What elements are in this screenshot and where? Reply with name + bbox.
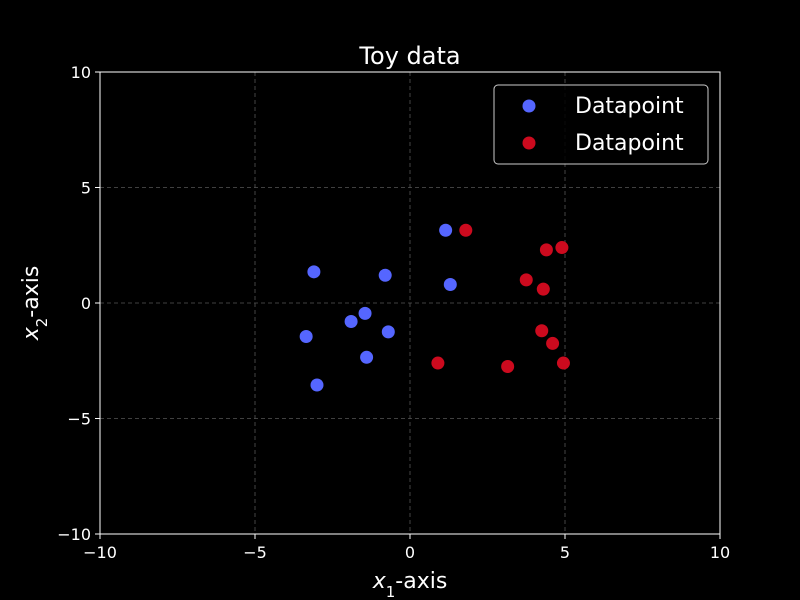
- x-tick-label: −10: [83, 543, 117, 562]
- data-point-series-2: [535, 324, 549, 338]
- data-point-series-1: [381, 325, 395, 339]
- data-point-series-1: [360, 350, 374, 364]
- x-tick-label: 10: [710, 543, 730, 562]
- data-points: [299, 223, 570, 392]
- data-point-series-2: [459, 223, 473, 237]
- y-axis-label: x2-axis: [19, 266, 51, 342]
- data-point-series-1: [443, 278, 457, 292]
- y-tick-label: −10: [57, 525, 91, 544]
- data-point-series-1: [310, 378, 324, 392]
- x-tick-label: −5: [243, 543, 267, 562]
- data-point-series-1: [307, 265, 321, 279]
- data-point-series-2: [536, 282, 550, 296]
- y-tick-label: 10: [71, 63, 91, 82]
- chart-title: Toy data: [358, 42, 460, 70]
- x-axis-ticks: −10 −5 0 5 10: [83, 534, 730, 562]
- data-point-series-2: [556, 356, 570, 370]
- legend-marker-2: [522, 136, 536, 150]
- legend-label-2: Datapoint: [575, 131, 684, 156]
- data-point-series-2: [546, 336, 560, 350]
- data-point-series-1: [358, 306, 372, 320]
- data-point-series-2: [431, 356, 445, 370]
- data-point-series-2: [539, 243, 553, 257]
- y-tick-label: 0: [81, 294, 91, 313]
- data-point-series-2: [519, 273, 533, 287]
- data-point-series-1: [344, 314, 358, 328]
- legend-label-1: Datapoint: [575, 94, 684, 119]
- y-tick-label: −5: [67, 410, 91, 429]
- data-point-series-1: [439, 223, 453, 237]
- x-tick-label: 5: [560, 543, 570, 562]
- data-point-series-1: [378, 268, 392, 282]
- y-tick-label: 5: [81, 179, 91, 198]
- data-point-series-2: [501, 360, 515, 374]
- legend-marker-1: [522, 99, 536, 113]
- x-tick-label: 0: [405, 543, 415, 562]
- x-axis-label: x1-axis: [372, 569, 448, 600]
- data-point-series-2: [555, 241, 569, 255]
- legend-box: [493, 84, 709, 165]
- y-axis-ticks: −10 −5 0 5 10: [57, 63, 100, 544]
- data-point-series-1: [299, 329, 313, 343]
- legend: Datapoint Datapoint: [493, 84, 709, 165]
